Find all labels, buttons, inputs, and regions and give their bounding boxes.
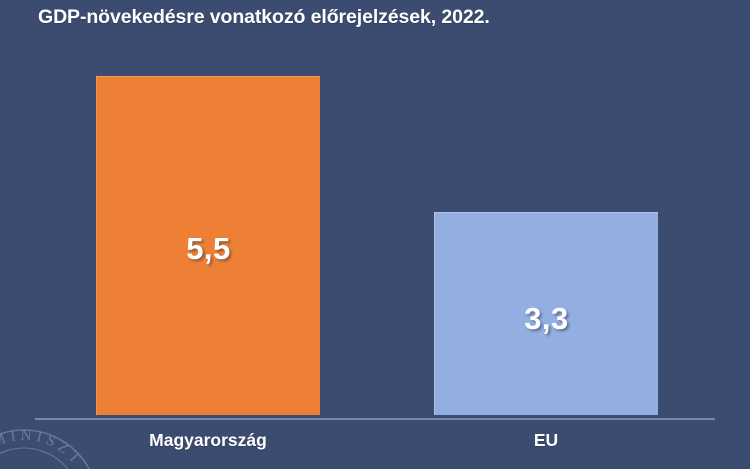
category-label-eu: EU: [533, 430, 559, 450]
bar-value-eu: 3,3: [524, 301, 569, 336]
category-label-magyarorszag: Magyarország: [149, 430, 267, 450]
x-axis-line: [35, 418, 715, 420]
chart-title: GDP-növekedésre vonatkozó előrejelzések,…: [38, 6, 490, 28]
bar-eu[interactable]: 3,3: [434, 212, 658, 415]
bar-value-magyarorszag: 5,5: [186, 231, 231, 266]
bar-magyarorszag[interactable]: 5,5: [96, 76, 320, 415]
